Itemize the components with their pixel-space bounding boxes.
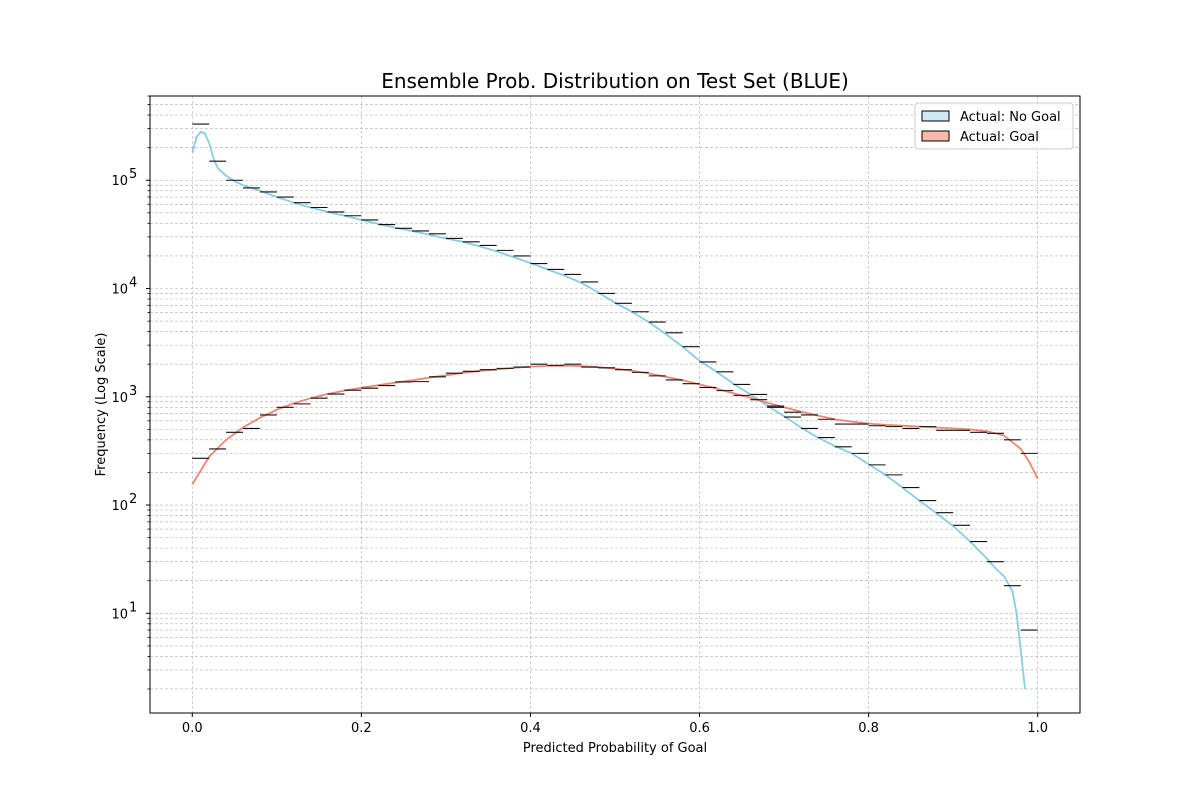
y-tick-label-exponent: 3 bbox=[129, 384, 137, 399]
x-tick-label: 0.4 bbox=[520, 721, 541, 736]
x-axis-ticks: 0.0 0.2 0.4 0.6 0.8 1.0 bbox=[182, 713, 1048, 736]
y-tick-label: 10 bbox=[111, 283, 128, 298]
legend: Actual: No Goal Actual: Goal bbox=[914, 102, 1074, 150]
y-tick-label-exponent: 2 bbox=[129, 492, 137, 507]
x-tick-label: 0.8 bbox=[858, 721, 879, 736]
legend-label: Actual: No Goal bbox=[960, 110, 1061, 125]
x-tick-label: 0.6 bbox=[689, 721, 710, 736]
plot-frame bbox=[149, 95, 1081, 714]
legend-swatch bbox=[921, 130, 950, 142]
y-tick-label: 10 bbox=[111, 174, 128, 189]
y-tick-label: 10 bbox=[111, 391, 128, 406]
y-tick-label: 10 bbox=[111, 607, 128, 622]
legend-swatch bbox=[921, 110, 950, 122]
y-tick-label: 10 bbox=[111, 499, 128, 514]
kde-line-actual-no-goal bbox=[191, 130, 1026, 690]
x-tick-label: 0.0 bbox=[182, 721, 203, 736]
legend-box bbox=[914, 102, 1074, 150]
x-tick-label: 1.0 bbox=[1027, 721, 1048, 736]
legend-label: Actual: Goal bbox=[960, 130, 1039, 145]
x-axis-label: Predicted Probability of Goal bbox=[523, 741, 707, 756]
histogram-bins bbox=[192, 123, 1038, 631]
y-tick-label-exponent: 5 bbox=[129, 167, 137, 182]
y-tick-label-exponent: 4 bbox=[129, 276, 137, 291]
y-axis-label: Frequency (Log Scale) bbox=[94, 333, 109, 477]
x-tick-label: 0.2 bbox=[351, 721, 372, 736]
chart-title: Ensemble Prob. Distribution on Test Set … bbox=[381, 69, 849, 93]
y-tick-label-exponent: 1 bbox=[129, 600, 137, 615]
